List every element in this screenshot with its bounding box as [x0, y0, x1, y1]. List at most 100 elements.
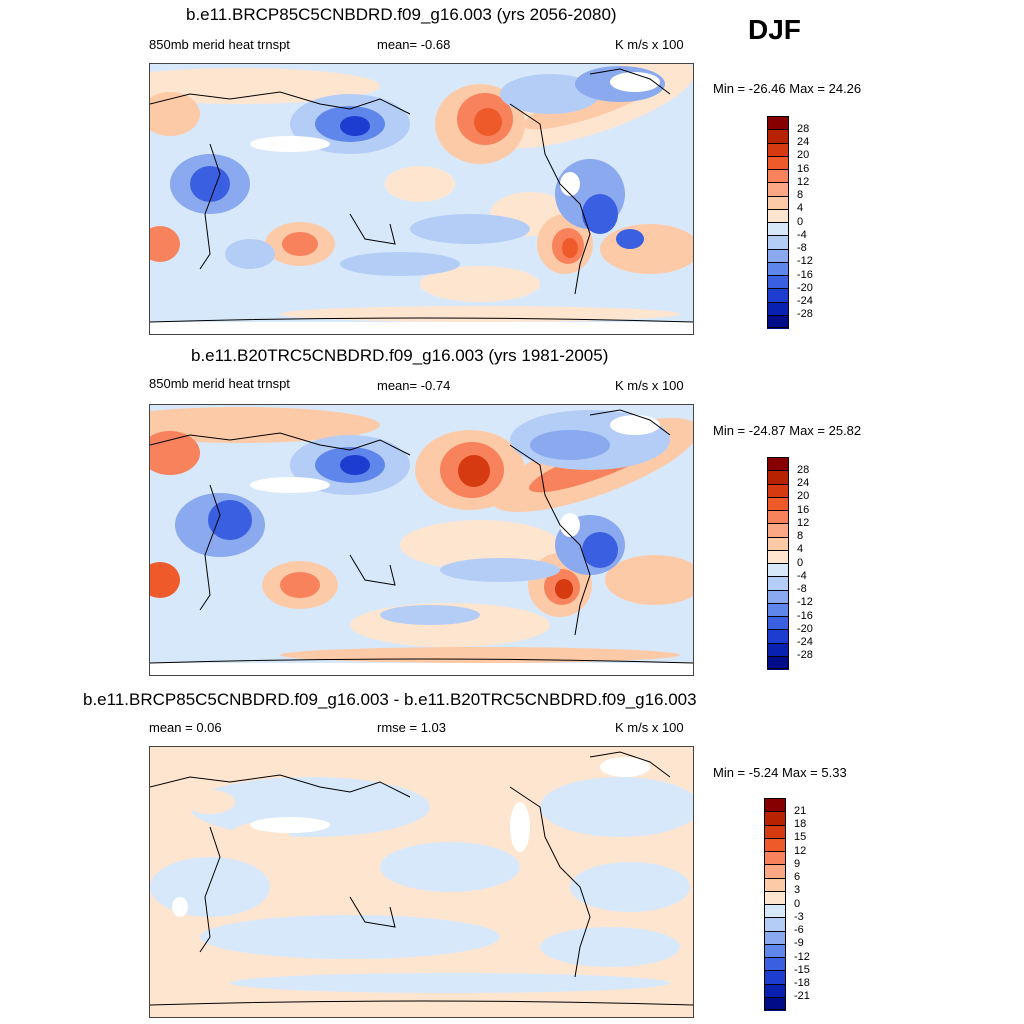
panel2-minmax-label: Min = -24.87 Max = 25.82 — [713, 423, 862, 438]
colorbar-separator — [767, 616, 789, 617]
colorbar-cell — [764, 798, 786, 812]
panel3-units-label: K m/s x 100 — [615, 720, 684, 735]
panel3-mean-label: mean = 0.06 — [149, 720, 222, 735]
colorbar-tick-label: -18 — [794, 977, 810, 989]
colorbar-tick-label: 20 — [797, 149, 810, 162]
panel1-variable-label: 850mb merid heat trnspt — [149, 37, 290, 52]
colorbar-tick-label: 15 — [794, 831, 807, 844]
colorbar-cell — [764, 877, 786, 892]
panel2-colorbar: 28 24 20 16 12 8 4 0 -4 -8 -12 -16 -20 -24 -28 — [767, 457, 847, 670]
colorbar-separator — [764, 904, 786, 905]
colorbar-cell — [764, 824, 786, 839]
colorbar-cell — [767, 248, 789, 263]
panel3-map — [149, 746, 694, 1018]
colorbar-cell — [767, 576, 789, 590]
colorbar-tick-label: 20 — [797, 490, 810, 503]
colorbar-cell — [767, 275, 789, 289]
colorbar-tick-label: 16 — [797, 162, 810, 175]
colorbar-separator — [764, 851, 786, 852]
colorbar-separator — [764, 811, 786, 813]
colorbar-tick-label: -6 — [794, 924, 804, 936]
colorbar-tick-label: 24 — [797, 136, 810, 148]
colorbar-tick-label: -4 — [797, 569, 807, 582]
colorbar-tick-label: 0 — [797, 556, 804, 569]
colorbar-separator — [767, 536, 789, 538]
colorbar-cell — [767, 169, 789, 183]
colorbar-separator — [767, 576, 789, 578]
colorbar-separator — [764, 943, 786, 945]
colorbar-cell — [767, 301, 789, 316]
colorbar-tick-label: 8 — [797, 189, 804, 201]
colorbar-tick-label: 18 — [794, 818, 807, 830]
colorbar-cell — [767, 616, 789, 630]
colorbar-cell — [767, 629, 789, 643]
colorbar-separator — [764, 824, 786, 826]
colorbar-tick-label: 0 — [794, 897, 801, 910]
colorbar-cell — [764, 957, 786, 971]
panel2-mean-label: mean= -0.74 — [377, 378, 451, 393]
colorbar-cell — [767, 116, 789, 130]
colorbar-tick-label: -24 — [797, 295, 813, 307]
colorbar-tick-label: 21 — [794, 804, 807, 817]
colorbar-separator — [767, 470, 789, 472]
colorbar-tick-label: 8 — [797, 530, 804, 542]
colorbar-cell — [767, 483, 789, 498]
colorbar-cell — [767, 182, 789, 196]
colorbar-separator — [767, 549, 789, 551]
colorbar-cell — [767, 589, 789, 604]
colorbar-tick-label: 12 — [794, 844, 807, 857]
colorbar-tick-label: -3 — [794, 910, 804, 923]
panel2-map — [149, 404, 694, 676]
panel1-units-label: K m/s x 100 — [615, 37, 684, 52]
colorbar-tick-label: 12 — [797, 516, 810, 529]
colorbar-tick-label: -12 — [797, 255, 813, 268]
colorbar-separator — [767, 655, 789, 657]
colorbar-separator — [767, 510, 789, 511]
colorbar-cell — [767, 602, 789, 617]
colorbar-separator — [767, 288, 789, 290]
colorbar-cell — [767, 510, 789, 524]
panel1-minmax-label: Min = -26.46 Max = 24.26 — [713, 81, 862, 96]
colorbar-cell — [764, 837, 786, 852]
colorbar-cell — [767, 536, 789, 551]
colorbar-separator — [764, 957, 786, 958]
colorbar-tick-label: 12 — [797, 175, 810, 188]
colorbar-tick-label: -12 — [794, 950, 810, 963]
panel2-units-label: K m/s x 100 — [615, 378, 684, 393]
colorbar-tick-label: 4 — [797, 543, 804, 556]
panel3-rmse-label: rmse = 1.03 — [377, 720, 447, 735]
panel1-colorbar-frame — [767, 116, 789, 328]
colorbar-cell — [764, 890, 786, 905]
colorbar-separator — [764, 890, 786, 892]
season-label: DJF — [748, 14, 801, 45]
panel2-colorbar-frame — [767, 457, 789, 669]
panel1-colorbar: 28 24 20 16 12 8 4 0 -4 -8 -12 -16 -20 -24 -28 — [767, 116, 847, 329]
colorbar-cell — [767, 129, 789, 143]
colorbar-cell — [764, 970, 786, 984]
colorbar-cell — [767, 470, 789, 484]
colorbar-cell — [767, 288, 789, 302]
colorbar-cell — [767, 208, 789, 223]
colorbar-tick-label: -28 — [797, 649, 813, 662]
colorbar-cell — [764, 943, 786, 958]
colorbar-separator — [767, 589, 789, 591]
colorbar-cell — [764, 917, 786, 931]
panel1-mean-label: mean= -0.68 — [377, 37, 451, 52]
colorbar-separator — [767, 129, 789, 131]
colorbar-cell — [764, 851, 786, 865]
colorbar-tick-label: -24 — [797, 636, 813, 648]
colorbar-cell — [764, 811, 786, 825]
colorbar-cell — [767, 195, 789, 210]
colorbar-separator — [767, 195, 789, 197]
colorbar-tick-label: -28 — [797, 308, 813, 321]
colorbar-cell — [767, 155, 789, 170]
colorbar-cell — [767, 549, 789, 564]
colorbar-cell — [767, 235, 789, 249]
colorbar-tick-label: -20 — [797, 281, 813, 294]
colorbar-separator — [767, 483, 789, 485]
colorbar-tick-label: -8 — [797, 242, 807, 254]
colorbar-separator — [764, 983, 786, 985]
colorbar-cell — [767, 261, 789, 276]
colorbar-separator — [764, 917, 786, 919]
colorbar-separator — [767, 235, 789, 237]
